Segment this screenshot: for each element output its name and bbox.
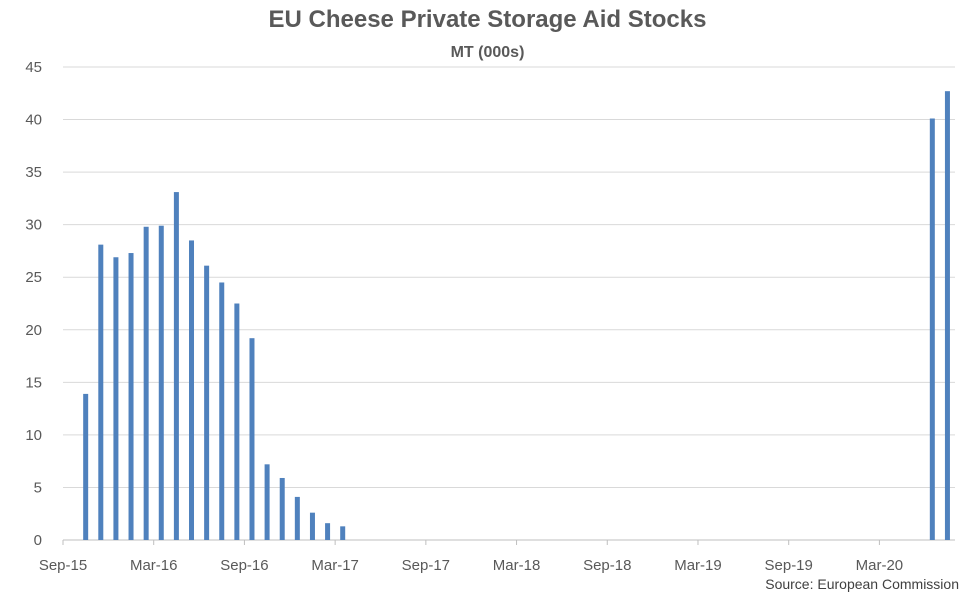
y-tick-label: 15 [25, 374, 42, 391]
x-tick-label: Mar-17 [311, 557, 359, 574]
x-tick-label: Mar-16 [130, 557, 178, 574]
bar-oct-15 [83, 393, 89, 540]
y-tick-label: 40 [25, 112, 42, 129]
x-tick-label: Mar-19 [674, 557, 722, 574]
bar-feb-17 [325, 523, 331, 540]
x-tick-label: Sep-19 [765, 557, 813, 574]
bar-jan-17 [309, 512, 315, 540]
bar-dec-16 [294, 496, 300, 540]
y-tick-label: 5 [34, 479, 42, 496]
bar-apr-16 [173, 192, 179, 541]
x-tick-label: Mar-20 [856, 557, 904, 574]
gridlines [63, 66, 955, 541]
bar-jun-20 [929, 118, 935, 540]
bar-dec-15 [113, 257, 119, 540]
bar-may-16 [189, 240, 195, 540]
bars [83, 91, 950, 541]
bar-jul-16 [219, 282, 225, 540]
x-tick-label: Sep-18 [583, 557, 631, 574]
bar-jun-16 [204, 265, 210, 540]
bar-jul-20 [944, 91, 950, 541]
bar-mar-17 [340, 526, 346, 540]
y-tick-label: 30 [25, 217, 42, 234]
chart-title: EU Cheese Private Storage Aid Stocks [268, 6, 707, 33]
y-tick-label: 45 [25, 59, 42, 76]
y-tick-label: 10 [25, 427, 42, 444]
bar-mar-16 [158, 225, 164, 540]
bar-feb-16 [143, 226, 149, 540]
y-axis-ticks: 0 5 10 15 20 25 30 35 40 45 [25, 59, 42, 549]
bar-aug-16 [234, 303, 240, 540]
x-tick-label: Sep-16 [220, 557, 268, 574]
y-tick-label: 20 [25, 322, 42, 339]
y-tick-label: 0 [34, 532, 42, 549]
source-note: Source: European Commission [765, 576, 959, 592]
x-tick-label: Sep-17 [402, 557, 450, 574]
y-tick-label: 25 [25, 269, 42, 286]
bar-jan-16 [128, 253, 134, 540]
bar-oct-16 [264, 464, 270, 540]
x-tick-label: Mar-18 [493, 557, 541, 574]
bar-nov-16 [279, 477, 285, 540]
bar-sep-16 [249, 338, 255, 540]
x-axis-ticks: Sep-15 Mar-16 Sep-16 Mar-17 Sep-17 Mar-18 Sep-… [39, 540, 903, 574]
x-tick-label: Sep-15 [39, 557, 87, 574]
y-tick-label: 35 [25, 164, 42, 181]
chart-subtitle: MT (000s) [450, 44, 525, 61]
bar-nov-15 [98, 244, 104, 541]
